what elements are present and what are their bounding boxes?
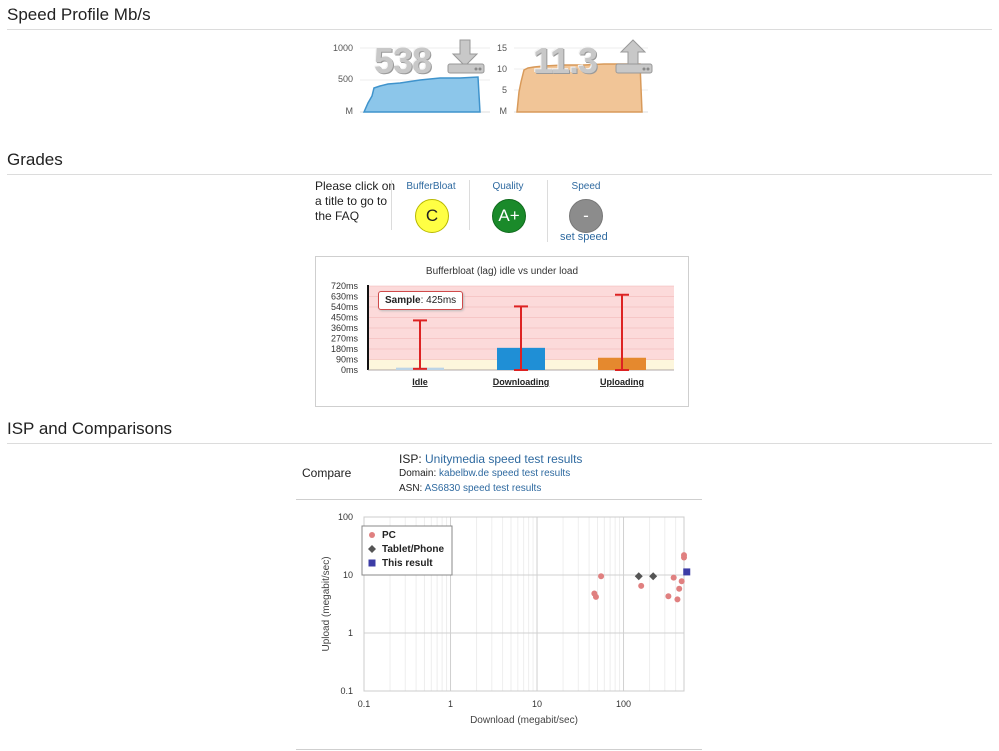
sc-x-axis-label: Download (megabit/sec) xyxy=(470,715,578,726)
compare-label: Compare xyxy=(302,466,352,480)
isp-label: ISP: xyxy=(399,452,426,466)
domain-line: Domain: kabelbw.de speed test results xyxy=(399,468,570,479)
sc-legend-label: Tablet/Phone xyxy=(382,544,444,555)
sc-legend-label: This result xyxy=(382,558,433,569)
bb-y-tick-label: 540ms xyxy=(331,302,359,312)
domain-label: Domain: xyxy=(399,468,440,479)
sc-point-tablet-phone xyxy=(634,572,643,581)
quality-title-link[interactable]: Quality xyxy=(492,181,524,192)
asn-results-link[interactable]: AS6830 speed test results xyxy=(424,483,542,494)
bb-y-tick-label: 360ms xyxy=(331,323,359,333)
isp-line: ISP: Unitymedia speed test results xyxy=(399,452,582,466)
grade-divider-2 xyxy=(469,180,470,230)
bb-y-tick-label: 90ms xyxy=(336,355,359,365)
download-area xyxy=(362,76,481,113)
asn-label: ASN: xyxy=(399,483,425,494)
bb-y-tick-label: 450ms xyxy=(331,313,359,323)
faq-hint-line-1: Please click on xyxy=(315,179,396,193)
sc-plot-frame xyxy=(363,516,685,692)
sample-tooltip-label: Sample xyxy=(385,295,421,306)
sc-legend: PC Tablet/Phone This result xyxy=(361,525,453,576)
asn-line: ASN: AS6830 speed test results xyxy=(399,483,541,494)
upload-speed-value: 11.3 xyxy=(533,40,598,81)
download-sparkline xyxy=(360,47,490,113)
sc-point-pc xyxy=(598,573,605,580)
speed-profile-heading: Speed Profile Mb/s xyxy=(7,5,992,30)
sc-point-tablet-phone xyxy=(649,572,658,581)
sc-x-tick-label: 1 xyxy=(448,699,453,709)
upload-axis-min: M xyxy=(499,106,508,116)
bb-x-label-uploading: Uploading xyxy=(600,377,644,387)
bufferbloat-chart: 720ms630ms540ms450ms360ms270ms180ms90ms0… xyxy=(331,281,674,387)
bufferbloat-chart-title: Bufferbloat (lag) idle vs under load xyxy=(425,266,579,277)
upload-axis-15: 15 xyxy=(496,43,507,53)
scatter-bottom-divider xyxy=(296,749,702,750)
bb-y-tick-label: 180ms xyxy=(331,344,359,354)
sc-legend-marker-this-result xyxy=(368,559,376,567)
download-axis-mid: 500 xyxy=(337,74,353,84)
upload-axis-10: 10 xyxy=(496,64,507,74)
sc-legend-marker-tablet-phone xyxy=(368,545,376,553)
set-speed-link[interactable]: set speed xyxy=(560,231,608,243)
sc-point-pc xyxy=(670,574,677,581)
upload-axis-5: 5 xyxy=(501,85,507,95)
sc-y-tick-label: 1 xyxy=(348,628,353,638)
isp-results-link[interactable]: Unitymedia speed test results xyxy=(425,452,583,466)
sc-point-pc xyxy=(638,582,645,589)
sample-tooltip: Sample: 425ms xyxy=(378,291,464,310)
download-axis-max: 1000 xyxy=(332,43,353,53)
speed-grade-badge: - xyxy=(569,199,603,233)
sc-y-tick-label: 10 xyxy=(343,570,353,580)
sc-x-tick-label: 0.1 xyxy=(358,699,371,709)
bb-y-tick-label: 0ms xyxy=(341,365,359,375)
bufferbloat-title-link[interactable]: BufferBloat xyxy=(406,181,456,192)
sc-x-tick-label: 10 xyxy=(532,699,542,709)
domain-results-link[interactable]: kabelbw.de speed test results xyxy=(439,468,571,479)
comparison-scatter-chart: 0.1 1 10 100 100 10 1 0.1 Download (megabit/sec)… xyxy=(321,512,691,726)
grade-divider-3 xyxy=(547,180,548,242)
sc-point-pc xyxy=(665,593,672,600)
sc-legend-marker-pc xyxy=(369,532,375,538)
sc-y-tick-label: 0.1 xyxy=(340,686,353,696)
isp-heading: ISP and Comparisons xyxy=(7,419,992,444)
sc-point-pc xyxy=(676,585,683,592)
sc-x-tick-label: 100 xyxy=(616,699,631,709)
download-speed-value: 538 xyxy=(374,40,432,81)
bb-x-label-downloading: Downloading xyxy=(493,377,550,387)
speed-title-link[interactable]: Speed xyxy=(571,181,601,192)
bb-x-label-idle: Idle xyxy=(412,377,428,387)
faq-hint-line-2: a title to go to xyxy=(315,194,388,208)
sc-point-this-result xyxy=(683,568,691,576)
sc-legend-label: PC xyxy=(382,530,396,541)
sc-point-pc xyxy=(678,578,685,585)
download-axis-min: M xyxy=(345,106,354,116)
bb-y-tick-label: 270ms xyxy=(331,334,359,344)
bb-y-tick-label: 720ms xyxy=(331,281,359,291)
sample-tooltip-value: : 425ms xyxy=(420,295,457,306)
compare-divider xyxy=(296,499,702,500)
sc-point-pc xyxy=(674,596,681,603)
sc-legend-box xyxy=(361,525,453,576)
grades-heading: Grades xyxy=(7,150,992,175)
upload-icon xyxy=(615,39,653,74)
sc-y-tick-label: 100 xyxy=(338,512,353,522)
download-icon xyxy=(447,39,485,74)
faq-hint-line-3: the FAQ xyxy=(315,209,360,223)
bb-y-tick-label: 630ms xyxy=(331,292,359,302)
grade-divider-1 xyxy=(391,180,392,230)
sc-point-pc xyxy=(592,593,599,600)
quality-grade-badge: A+ xyxy=(492,199,526,233)
bufferbloat-chart-panel: Bufferbloat (lag) idle vs under load 720… xyxy=(315,256,689,407)
sc-point-pc xyxy=(681,554,687,561)
sc-y-axis-label: Upload (megabit/sec) xyxy=(321,556,332,651)
bufferbloat-grade-badge: C xyxy=(415,199,449,233)
faq-hint: Please click on a title to go to the FAQ xyxy=(315,179,395,224)
